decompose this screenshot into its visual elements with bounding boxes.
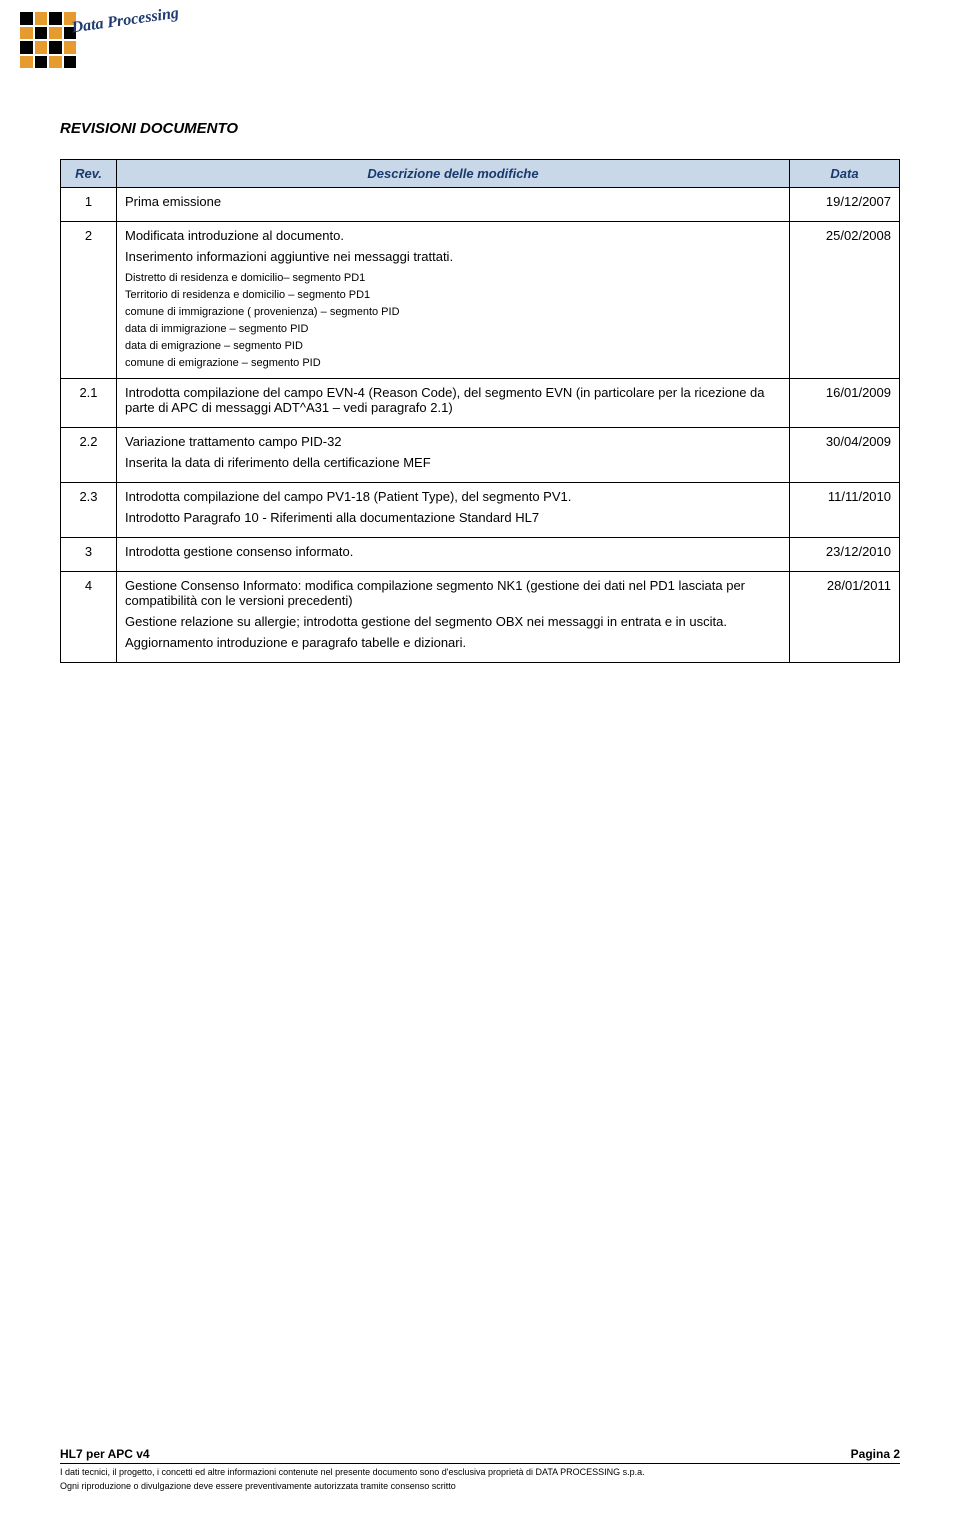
desc-sub-list: Distretto di residenza e domicilio– segm… (125, 270, 781, 372)
cell-description: Variazione trattamento campo PID-32 Inser… (117, 428, 790, 483)
desc-main: Introdotta compilazione del campo EVN-4 … (125, 385, 781, 415)
desc-main: Modificata introduzione al documento. (125, 228, 781, 243)
desc-line2: Inserita la data di riferimento della ce… (125, 455, 781, 470)
document-title: REVISIONI DOCUMENTO (60, 120, 900, 137)
cell-description: Prima emissione (117, 188, 790, 222)
cell-date: 16/01/2009 (790, 379, 900, 428)
table-row: 3 Introdotta gestione consenso informato.… (61, 538, 900, 572)
cell-date: 23/12/2010 (790, 538, 900, 572)
desc-main: Prima emissione (125, 194, 781, 209)
desc-line2: Introdotto Paragrafo 10 - Riferimenti al… (125, 510, 781, 525)
table-row: 2.2 Variazione trattamento campo PID-32 In… (61, 428, 900, 483)
cell-rev: 1 (61, 188, 117, 222)
footer-copyright-1: I dati tecnici, il progetto, i concetti … (60, 1466, 900, 1479)
logo-text: Data Processing (71, 5, 180, 38)
desc-line3: Aggiornamento introduzione e paragrafo t… (125, 635, 781, 650)
footer-top: HL7 per APC v4 Pagina 2 (60, 1447, 900, 1464)
table-row: 2 Modificata introduzione al documento. In… (61, 222, 900, 379)
desc-line2: Inserimento informazioni aggiuntive nei … (125, 249, 781, 264)
logo-grid-icon (20, 12, 76, 68)
cell-date: 25/02/2008 (790, 222, 900, 379)
desc-sub-item: data di immigrazione – segmento PID (125, 321, 781, 338)
table-row: 2.1 Introdotta compilazione del campo EVN… (61, 379, 900, 428)
desc-sub-item: comune di immigrazione ( provenienza) – … (125, 304, 781, 321)
cell-rev: 2.2 (61, 428, 117, 483)
desc-main: Introdotta compilazione del campo PV1-18… (125, 489, 781, 504)
desc-sub-item: Territorio di residenza e domicilio – se… (125, 287, 781, 304)
desc-sub-item: Distretto di residenza e domicilio– segm… (125, 270, 781, 287)
desc-main: Introdotta gestione consenso informato. (125, 544, 781, 559)
footer-page-number: Pagina 2 (851, 1447, 900, 1461)
cell-rev: 2.1 (61, 379, 117, 428)
cell-description: Introdotta compilazione del campo PV1-18… (117, 483, 790, 538)
table-row: 4 Gestione Consenso Informato: modifica c… (61, 572, 900, 663)
desc-main: Gestione Consenso Informato: modifica co… (125, 578, 781, 608)
revisions-table: Rev. Descrizione delle modifiche Data 1P… (60, 159, 900, 663)
cell-rev: 2 (61, 222, 117, 379)
table-row: 1 Prima emissione 19/12/2007 (61, 188, 900, 222)
desc-main: Variazione trattamento campo PID-32 (125, 434, 781, 449)
table-header-row: Rev. Descrizione delle modifiche Data (61, 160, 900, 188)
header-rev: Rev. (61, 160, 117, 188)
header-desc: Descrizione delle modifiche (117, 160, 790, 188)
cell-description: Gestione Consenso Informato: modifica co… (117, 572, 790, 663)
table-row: 2.3 Introdotta compilazione del campo PV1… (61, 483, 900, 538)
cell-date: 30/04/2009 (790, 428, 900, 483)
cell-date: 11/11/2010 (790, 483, 900, 538)
desc-sub-item: data di emigrazione – segmento PID (125, 338, 781, 355)
desc-line2: Gestione relazione su allergie; introdot… (125, 614, 781, 629)
cell-date: 19/12/2007 (790, 188, 900, 222)
cell-rev: 4 (61, 572, 117, 663)
page-footer: HL7 per APC v4 Pagina 2 I dati tecnici, … (60, 1447, 900, 1493)
desc-sub-item: comune di emigrazione – segmento PID (125, 355, 781, 372)
cell-description: Modificata introduzione al documento. Ins… (117, 222, 790, 379)
header-logo: Data Processing (20, 12, 188, 68)
cell-rev: 3 (61, 538, 117, 572)
cell-rev: 2.3 (61, 483, 117, 538)
footer-doc-id: HL7 per APC v4 (60, 1447, 150, 1461)
header-date: Data (790, 160, 900, 188)
cell-description: Introdotta compilazione del campo EVN-4 … (117, 379, 790, 428)
document-content: REVISIONI DOCUMENTO Rev. Descrizione del… (60, 120, 900, 663)
cell-date: 28/01/2011 (790, 572, 900, 663)
cell-description: Introdotta gestione consenso informato. (117, 538, 790, 572)
footer-copyright-2: Ogni riproduzione o divulgazione deve es… (60, 1480, 900, 1493)
